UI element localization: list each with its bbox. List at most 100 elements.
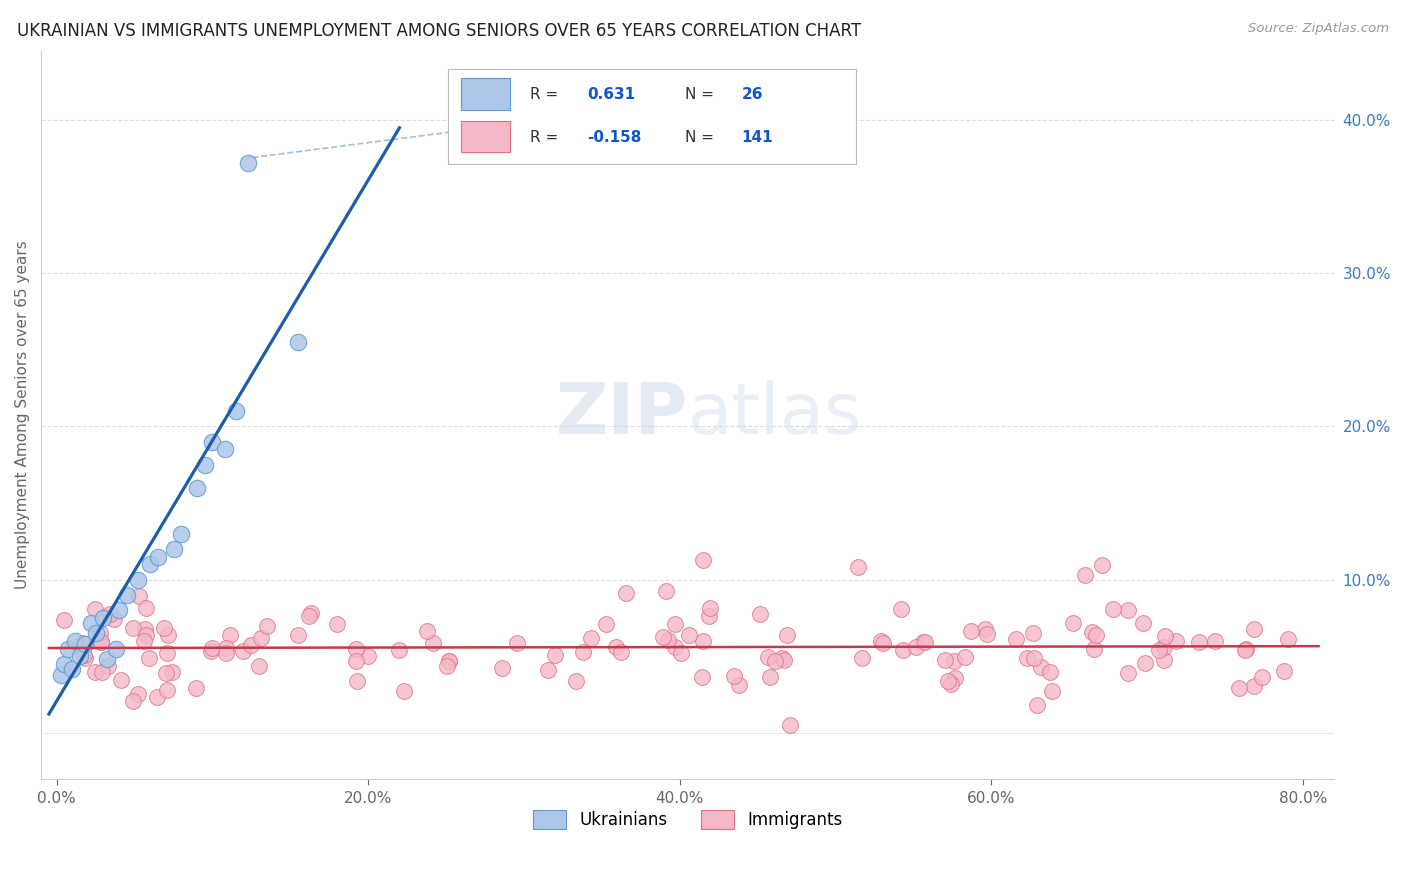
Point [609,645,631,659]
Point [134,623,156,637]
Point [132,634,155,648]
Point [139,558,162,572]
Point [579,631,602,645]
Point [1005,632,1028,646]
Point [214,646,236,660]
Point [392,684,415,698]
Point [942,654,965,668]
Point [974,623,997,637]
Point [605,640,627,655]
Point [846,559,869,574]
Point [1147,643,1170,657]
Point [108,603,131,617]
Point [135,627,157,641]
Point [127,687,149,701]
Point [186,481,208,495]
Point [357,648,380,663]
Point [1040,684,1063,698]
Point [145,690,167,704]
Point [772,653,794,667]
Point [287,628,309,642]
Point [505,636,527,650]
Point [72,635,94,649]
Point [225,404,247,418]
Point [1204,634,1226,648]
Point [256,619,278,633]
Point [664,640,686,655]
Point [934,652,956,666]
Point [763,654,786,668]
Point [595,617,617,632]
Point [89,625,111,640]
Point [115,588,138,602]
Point [1031,660,1053,674]
Point [1153,629,1175,643]
Text: atlas: atlas [688,380,862,450]
Point [155,666,177,681]
Point [437,654,460,668]
Point [872,635,894,649]
Point [200,643,222,657]
Point [298,608,321,623]
Point [690,670,713,684]
Point [960,624,983,638]
Point [936,674,959,689]
Point [103,612,125,626]
Point [184,681,207,696]
Point [537,663,560,677]
Point [851,650,873,665]
Point [1083,642,1105,657]
Point [1062,616,1084,631]
Text: UKRAINIAN VS IMMIGRANTS UNEMPLOYMENT AMONG SENIORS OVER 65 YEARS CORRELATION CHA: UKRAINIAN VS IMMIGRANTS UNEMPLOYMENT AMO… [17,22,860,40]
Point [156,646,179,660]
Point [1085,628,1108,642]
Point [654,584,676,599]
Point [51,667,73,681]
Point [914,635,936,649]
Point [156,683,179,698]
Point [219,627,242,641]
Point [326,617,349,632]
Point [891,642,914,657]
Point [1277,632,1299,647]
Point [1188,635,1211,649]
Point [104,641,127,656]
Point [728,678,751,692]
Point [436,659,458,673]
Point [1133,656,1156,670]
Point [1132,615,1154,630]
Point [1015,650,1038,665]
Point [1272,665,1295,679]
Point [779,718,801,732]
Point [96,652,118,666]
Point [723,669,745,683]
Point [90,665,112,679]
Point [84,626,107,640]
Point [890,602,912,616]
Point [1116,603,1139,617]
Point [756,650,779,665]
Point [616,585,638,599]
Point [247,659,270,673]
Point [156,628,179,642]
Point [1080,625,1102,640]
Point [976,626,998,640]
Point [75,651,97,665]
Point [1022,625,1045,640]
Point [1116,665,1139,680]
Point [955,650,977,665]
Point [1102,602,1125,616]
Point [138,651,160,665]
Point [770,650,793,665]
Point [1250,670,1272,684]
Point [60,661,83,675]
Point [299,606,322,620]
Point [544,648,567,662]
Point [911,634,934,648]
Point [53,657,76,671]
Point [904,640,927,654]
Point [80,615,103,630]
Point [344,655,367,669]
Point [943,671,966,685]
Point [69,649,91,664]
